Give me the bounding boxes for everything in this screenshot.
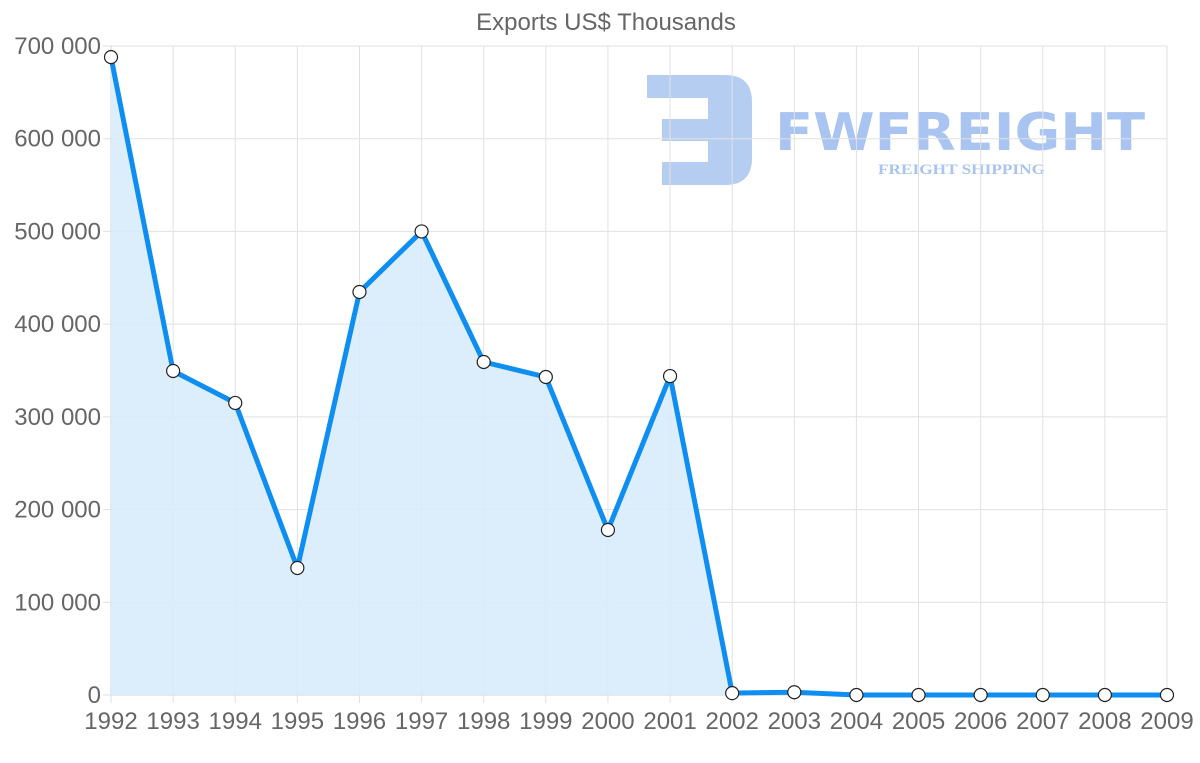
chart-title: Exports US$ Thousands: [476, 9, 736, 36]
data-point-marker[interactable]: 1999: 343000: [538, 369, 553, 385]
data-point-marker[interactable]: 2008: 0: [1097, 687, 1112, 703]
x-tick-label: 2008: [1078, 708, 1131, 735]
data-point-marker[interactable]: 2005: 0: [911, 687, 926, 703]
x-axis: 1992 1993 1994 1995 1996 1997 1998 1999 2000 2001…: [84, 708, 1193, 735]
y-tick-label: 400 000: [14, 311, 101, 338]
x-tick-label: 1997: [395, 708, 448, 735]
x-tick-label: 2004: [830, 708, 883, 735]
x-tick-label: 2005: [892, 708, 945, 735]
x-tick-label: 2003: [768, 708, 821, 735]
x-tick-label: 2000: [581, 708, 634, 735]
data-point-marker[interactable]: 2002: 2000: [725, 686, 740, 701]
data-point-marker[interactable]: 1998: 359200: [476, 354, 491, 370]
watermark-tagline: FREIGHT SHIPPING: [878, 162, 1045, 178]
y-axis: 0 100 000 200 000 300 000 400 000 500 000 600 …: [14, 33, 101, 709]
data-point-marker[interactable]: 1995: 137000: [290, 560, 305, 576]
x-tick-label: 2006: [954, 708, 1007, 735]
y-tick-label: 600 000: [14, 126, 101, 153]
data-point-marker[interactable]: 1994: 315000: [228, 395, 243, 411]
y-tick-label: 300 000: [14, 404, 101, 431]
data-point-marker[interactable]: 2001: 344000: [662, 368, 678, 384]
series-markers: 1992: 688000 1993: 349500 1994: 315000 1995…: [103, 50, 1175, 703]
y-tick-label: 500 000: [14, 218, 101, 245]
x-tick-label: 1994: [209, 708, 262, 735]
x-tick-label: 2007: [1016, 708, 1069, 735]
x-tick-label: 2002: [705, 708, 758, 735]
x-tick-label: 1992: [84, 708, 137, 735]
x-tick-label: 1993: [146, 708, 199, 735]
data-point-marker[interactable]: 2006: 0: [973, 687, 988, 703]
x-tick-label: 2001: [643, 708, 696, 735]
data-point-marker[interactable]: 2004: 0: [849, 687, 864, 703]
data-point-marker[interactable]: 1992: 688000: [103, 50, 119, 65]
x-tick-label: 2009: [1140, 708, 1193, 735]
x-tick-label: 1995: [271, 708, 324, 735]
data-point-marker[interactable]: 2000: 178000: [600, 522, 616, 538]
data-point-marker[interactable]: 1993: 349500: [166, 363, 181, 379]
data-point-marker[interactable]: 1996: 434700: [352, 284, 367, 300]
y-tick-label: 0: [88, 682, 101, 709]
series-line: [108, 56, 1167, 698]
fwfreight-logo-icon: [647, 75, 752, 185]
data-point-marker[interactable]: 2007: 0: [1035, 687, 1050, 703]
watermark-brand: FWFREIGHT: [775, 103, 1146, 163]
y-tick-label: 700 000: [14, 33, 101, 60]
fwfreight-watermark: FWFREIGHT FREIGHT SHIPPING: [647, 75, 1146, 185]
y-tick-label: 200 000: [14, 497, 101, 524]
x-tick-label: 1996: [333, 708, 386, 735]
x-tick-label: 1999: [519, 708, 572, 735]
x-tick-label: 1998: [457, 708, 510, 735]
data-point-marker[interactable]: 2009: 0: [1159, 687, 1175, 703]
y-tick-label: 100 000: [14, 589, 101, 616]
series-area-fill: [111, 57, 733, 696]
